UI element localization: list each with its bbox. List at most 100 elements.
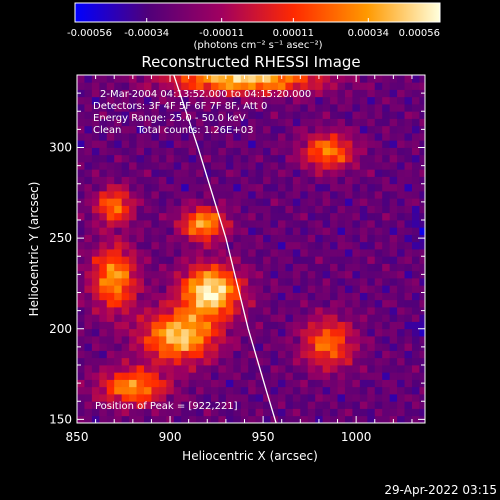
heatmap-cell [285,263,294,272]
heatmap-cell [225,379,234,388]
heatmap-cell [307,147,316,156]
heatmap-cell [389,350,398,359]
heatmap-cell [181,299,190,308]
heatmap-cell [84,321,93,330]
heatmap-cell [136,292,145,301]
heatmap-cell [300,386,309,395]
heatmap-cell [248,191,257,199]
heatmap-cell [248,379,257,388]
heatmap-cell [315,328,324,337]
heatmap-cell [382,205,391,214]
heatmap-cell [121,191,130,199]
heatmap-cell [84,365,93,373]
heatmap-cell [404,125,413,134]
heatmap-cell [129,408,137,417]
heatmap-cell [374,270,383,279]
heatmap-cell [352,104,361,112]
heatmap-cell [225,270,234,279]
heatmap-cell [136,147,145,156]
heatmap-cell [292,256,301,264]
heatmap-cell [382,415,391,423]
heatmap-cell [248,183,257,192]
heatmap-cell [263,227,271,235]
heatmap-cell [158,75,167,83]
heatmap-cell [404,118,413,127]
heatmap-cell [106,125,115,134]
heatmap-cell [203,343,212,351]
heatmap-cell [359,328,368,337]
heatmap-cell [84,147,93,156]
heatmap-cell [397,299,405,308]
heatmap-cell [248,198,257,206]
heatmap-cell [129,227,137,235]
heatmap-cell [166,183,175,192]
heatmap-cell [129,278,137,286]
heatmap-cell [233,147,242,156]
heatmap-cell [143,111,152,119]
heatmap-cell [337,357,346,366]
heatmap-cell [233,125,242,134]
heatmap-cell [255,328,264,337]
heatmap-cell [292,140,301,148]
heatmap-cell [300,263,309,272]
heatmap-cell [136,270,145,279]
heatmap-cell [322,234,331,243]
heatmap-cell [203,263,212,272]
heatmap-cell [255,299,264,308]
heatmap-cell [307,365,316,373]
heatmap-cell [143,241,152,250]
heatmap-cell [188,205,197,214]
heatmap-cell [263,191,271,199]
heatmap-cell [263,104,271,112]
heatmap-cell [181,386,190,395]
heatmap-cell [263,183,271,192]
heatmap-cell [233,89,242,98]
heatmap-cell [352,111,361,119]
heatmap-cell [181,125,190,134]
heatmap-cell [315,372,324,380]
heatmap-cell [114,292,123,301]
heatmap-cell [359,314,368,322]
x-tick-label: 1000 [341,430,372,444]
heatmap-cell [225,140,234,148]
heatmap-cell [181,357,190,366]
heatmap-cell [411,75,420,83]
heatmap-cell [419,183,425,192]
heatmap-cell [188,372,197,380]
heatmap-cell [367,212,376,221]
heatmap-cell [330,357,338,366]
heatmap-cell [374,285,383,293]
heatmap-cell [158,125,167,134]
heatmap-cell [411,379,420,388]
heatmap-cell [397,372,405,380]
heatmap-cell [248,336,257,344]
heatmap-cell [233,299,242,308]
heatmap-cell [315,82,324,90]
heatmap-cell [352,234,361,243]
heatmap-cell [367,191,376,199]
heatmap-cell [129,220,137,228]
heatmap-cell [330,89,338,98]
heatmap-cell [99,140,108,148]
heatmap-cell [359,394,368,402]
heatmap-cell [196,82,204,90]
heatmap-cell [382,89,391,98]
heatmap-cell [233,357,242,366]
heatmap-cell [210,133,219,141]
heatmap-cell [240,140,249,148]
heatmap-cell [210,118,219,127]
heatmap-cell [285,357,294,366]
heatmap-cell [99,292,108,301]
heatmap-cell [114,104,123,112]
heatmap-cell [352,176,361,185]
heatmap-cell [315,96,324,105]
heatmap-cell [374,169,383,177]
heatmap-cell [173,394,182,402]
heatmap-cell [277,241,286,250]
heatmap-cell [114,328,123,337]
heatmap-cell [292,147,301,156]
heatmap-cell [173,241,182,250]
heatmap-cell [99,234,108,243]
heatmap-cell [300,75,309,83]
heatmap-cell [315,198,324,206]
